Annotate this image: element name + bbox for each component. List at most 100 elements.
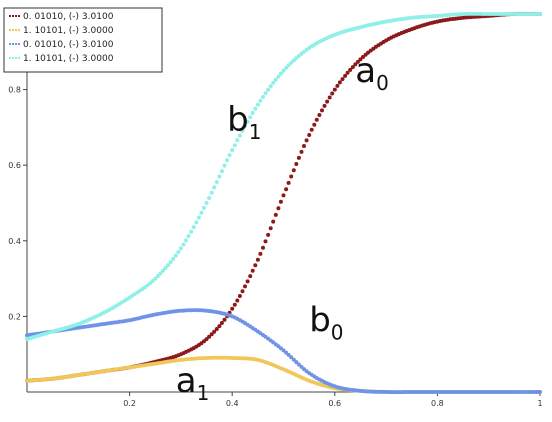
series-0-point (325, 99, 330, 104)
series-3-point (171, 256, 176, 261)
series-3-point (289, 60, 294, 65)
series-0-point (289, 174, 294, 179)
series-3-point (204, 201, 209, 205)
series-0-point (332, 87, 337, 92)
series-2-point (523, 390, 528, 394)
series-3-point (217, 174, 222, 179)
series-3-point (276, 74, 281, 79)
series-3-point (278, 71, 283, 76)
series-0-point (286, 180, 291, 185)
annotation-main: b (309, 301, 331, 341)
series-0-point (273, 212, 278, 217)
legend-label: 0. 01010, (-) 3.0100 (23, 12, 114, 22)
series-3-point (255, 102, 260, 107)
series-2 (25, 308, 542, 395)
series-0-point (314, 117, 319, 122)
series-0-point (291, 168, 296, 173)
series-0-point (219, 321, 224, 325)
series-0-point (320, 108, 324, 113)
series-0-point (307, 133, 312, 137)
series-1-point (33, 378, 38, 383)
series-3-point (225, 158, 230, 163)
series-2-point (538, 390, 542, 394)
series-0-point (235, 298, 240, 303)
series-0-point (204, 337, 209, 342)
annotation-subscript: 1 (197, 381, 210, 405)
series-2-point (520, 390, 525, 394)
series-3-point (240, 128, 245, 133)
series-3-point (166, 263, 171, 268)
series-3-point (160, 268, 165, 273)
annotation-a0: a0 (355, 51, 389, 95)
series-3-point (42, 332, 47, 336)
annotation-main: a (355, 51, 376, 91)
annotation-main: b (227, 100, 249, 140)
y-tick-label: 0.8 (8, 86, 21, 95)
series-3-point (266, 87, 271, 92)
series-0-point (248, 274, 253, 279)
series-0-point (268, 226, 273, 231)
y-tick-label: 0.4 (8, 237, 21, 246)
legend-label: 1. 10101, (-) 3.0000 (23, 54, 114, 64)
series-3-point (538, 12, 542, 16)
series-2-point (281, 348, 286, 353)
series-3-point (222, 163, 227, 168)
series-0-point (322, 103, 327, 108)
series-0-point (232, 302, 237, 307)
series-0-point (345, 70, 350, 75)
series-3-point (245, 119, 250, 124)
series-3-point (271, 80, 276, 85)
series-3-point (191, 225, 196, 230)
y-ticks: 0.2 0.4 0.6 0.8 (8, 86, 27, 321)
series-0-point (214, 327, 219, 331)
series-1-point (39, 377, 44, 382)
series-3-point (212, 185, 217, 190)
series-0-point (304, 138, 309, 143)
series-3-point (150, 279, 155, 283)
series-0-point (299, 149, 304, 154)
series-0-point (222, 317, 227, 322)
legend: 0. 01010, (-) 3.0100 1. 10101, (-) 3.0000… (3, 7, 163, 73)
series-0-point (302, 144, 306, 148)
series-3-point (261, 95, 265, 99)
series-0-point (263, 239, 268, 244)
series-3-point (189, 229, 194, 234)
series-0-point (294, 162, 299, 166)
series-3 (25, 11, 542, 342)
series-2-point (515, 390, 519, 394)
series-3-point (158, 271, 163, 276)
series-3-point (284, 65, 289, 70)
series-0-point (258, 251, 263, 256)
series-3-point (184, 238, 188, 243)
series-1 (25, 355, 542, 395)
series-3-point (209, 190, 214, 195)
series-3-point (181, 242, 186, 247)
series-0-point (253, 263, 258, 268)
series-3-point (253, 106, 258, 111)
legend-label: 1. 10101, (-) 3.0000 (23, 26, 114, 36)
series-0-point (276, 206, 281, 211)
series-0-point (340, 77, 345, 82)
series-0-point (243, 284, 247, 289)
series-0-point (217, 324, 222, 329)
series-3-point (219, 169, 224, 174)
series-3-point (263, 91, 268, 96)
series-3-point (155, 274, 160, 279)
series-0-point (255, 257, 260, 262)
series-0-point (335, 83, 340, 88)
series-3-point (196, 215, 201, 220)
series-2-point (296, 362, 301, 367)
series-3-point (199, 210, 204, 215)
series-0-point (271, 219, 276, 224)
series-0-point (266, 232, 271, 237)
series-3-point (230, 148, 235, 153)
annotation-a1: a1 (176, 361, 210, 405)
series-0-point (209, 332, 214, 337)
series-2-point (294, 360, 299, 365)
annotation-main: a (176, 361, 197, 401)
series-1-point (45, 377, 50, 382)
series-0-point (355, 59, 360, 64)
series-0-point (337, 80, 342, 85)
y-tick-label: 0.6 (8, 161, 21, 170)
